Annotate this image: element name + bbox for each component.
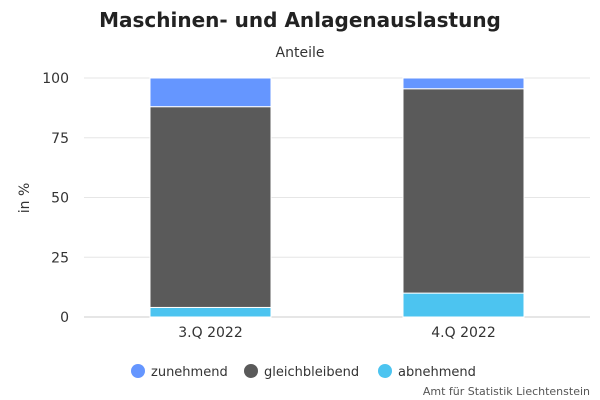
legend-marker-gleichbleibend [244,364,258,378]
legend-label-zunehmend[interactable]: zunehmend [151,365,228,380]
legend: zunehmend gleichbleibend abnehmend [131,364,476,380]
bar-segment-zunehmend [149,77,272,108]
x-tick-label: 3.Q 2022 [178,325,242,341]
y-tick-label: 25 [51,250,69,266]
legend-label-gleichbleibend[interactable]: gleichbleibend [264,365,359,380]
legend-marker-abnehmend [378,364,392,378]
tick-labels: 0 25 50 75 100 3.Q 2022 4.Q 2022 [42,71,495,341]
y-tick-label: 100 [42,71,69,87]
legend-label-abnehmend[interactable]: abnehmend [398,365,476,380]
legend-marker-zunehmend [131,364,145,378]
chart-subtitle: Anteile [276,45,325,61]
bar-segment-abnehmend [402,292,525,318]
bar-segment-gleichbleibend [402,88,525,294]
bar-segment-zunehmend [402,77,525,90]
y-axis-label: in % [17,183,33,214]
bar-segment-gleichbleibend [149,106,272,308]
credit-text: Amt für Statistik Liechtenstein [423,385,590,398]
bars [149,77,525,318]
y-tick-label: 50 [51,191,69,207]
bar-segment-abnehmend [149,306,272,318]
x-tick-label: 4.Q 2022 [431,325,495,341]
y-tick-label: 0 [60,310,69,326]
chart-title: Maschinen- und Anlagenauslastung [99,8,501,32]
y-tick-label: 75 [51,131,69,147]
